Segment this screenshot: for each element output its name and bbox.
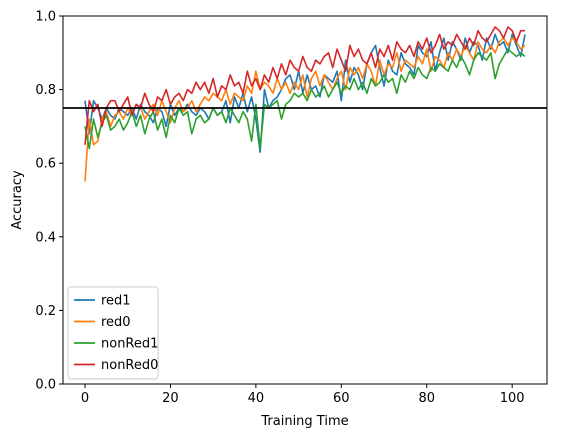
x-axis-label: Training Time: [260, 414, 348, 429]
legend-box: [67, 286, 159, 380]
legend: red1 red0 nonRed1 nonRed0: [67, 286, 159, 380]
legend-label-red0: red0: [101, 315, 131, 330]
x-tick-label: 0: [81, 391, 89, 406]
x-tick-label: 80: [418, 391, 435, 406]
x-axis-ticks: 0 20 40 60 80 100: [81, 384, 525, 406]
y-tick-label: 0.8: [35, 83, 56, 98]
y-tick-label: 0.4: [35, 230, 56, 245]
legend-label-nonRed1: nonRed1: [101, 337, 158, 352]
legend-label-red1: red1: [101, 294, 131, 309]
series-line-red0: [84, 37, 526, 182]
series-line-nonRed0: [84, 26, 525, 145]
x-tick-label: 60: [333, 391, 350, 406]
y-axis-ticks: 0.0 0.2 0.4 0.6 0.8 1.0: [35, 10, 63, 393]
y-axis-label: Accuracy: [10, 170, 25, 230]
plot-frame: [62, 15, 548, 385]
y-tick-label: 0.2: [35, 304, 56, 319]
series-line-nonRed1: [84, 48, 526, 150]
legend-label-nonRed0: nonRed0: [101, 358, 158, 373]
y-tick-label: 1.0: [35, 10, 56, 25]
y-tick-label: 0.6: [35, 157, 56, 172]
x-tick-label: 20: [162, 391, 179, 406]
x-tick-label: 40: [248, 391, 265, 406]
x-tick-label: 100: [500, 391, 525, 406]
y-tick-label: 0.0: [35, 378, 56, 393]
